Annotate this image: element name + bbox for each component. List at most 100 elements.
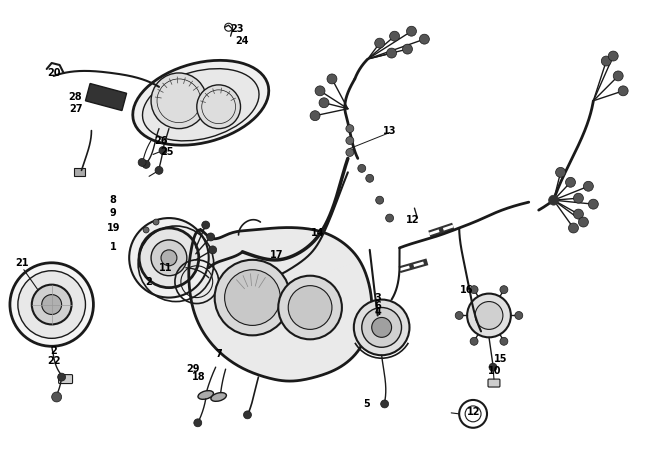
Text: 14: 14 xyxy=(311,228,325,238)
Circle shape xyxy=(549,195,558,205)
Polygon shape xyxy=(188,228,372,381)
Circle shape xyxy=(32,285,72,324)
Circle shape xyxy=(419,34,430,44)
Circle shape xyxy=(470,286,478,293)
Circle shape xyxy=(288,286,332,329)
Circle shape xyxy=(381,400,389,408)
Text: 16: 16 xyxy=(460,285,474,295)
FancyBboxPatch shape xyxy=(58,375,73,383)
Ellipse shape xyxy=(142,69,259,141)
Circle shape xyxy=(374,38,385,48)
Circle shape xyxy=(207,233,215,241)
Circle shape xyxy=(608,51,618,61)
Circle shape xyxy=(366,174,374,182)
Circle shape xyxy=(588,199,599,209)
Text: 19: 19 xyxy=(107,223,120,233)
Text: 6: 6 xyxy=(374,301,381,310)
Text: 28: 28 xyxy=(69,92,83,102)
Circle shape xyxy=(455,312,463,319)
Text: 27: 27 xyxy=(69,104,83,114)
Text: 24: 24 xyxy=(235,36,248,46)
Text: 7: 7 xyxy=(215,349,222,359)
Circle shape xyxy=(202,221,210,229)
Circle shape xyxy=(10,263,94,346)
Circle shape xyxy=(225,270,280,325)
Bar xyxy=(85,84,127,111)
Circle shape xyxy=(310,111,320,121)
Text: 18: 18 xyxy=(192,372,205,382)
Text: 17: 17 xyxy=(270,250,283,260)
Ellipse shape xyxy=(198,391,213,399)
Circle shape xyxy=(209,246,216,254)
Circle shape xyxy=(387,48,396,58)
Circle shape xyxy=(129,218,209,298)
Circle shape xyxy=(569,223,578,233)
Circle shape xyxy=(376,196,384,204)
Circle shape xyxy=(161,250,177,266)
Circle shape xyxy=(155,166,163,174)
Circle shape xyxy=(214,260,290,335)
Circle shape xyxy=(389,31,400,41)
Circle shape xyxy=(58,373,66,381)
Circle shape xyxy=(42,295,62,314)
Circle shape xyxy=(573,193,584,203)
Circle shape xyxy=(18,271,85,338)
Text: 13: 13 xyxy=(383,126,396,136)
Text: 23: 23 xyxy=(230,24,243,34)
Circle shape xyxy=(385,214,394,222)
Circle shape xyxy=(142,160,150,168)
Circle shape xyxy=(358,165,366,172)
Text: 15: 15 xyxy=(494,354,508,364)
Circle shape xyxy=(327,74,337,84)
Circle shape xyxy=(406,26,417,36)
Text: 12: 12 xyxy=(467,407,481,417)
Circle shape xyxy=(573,209,584,219)
Text: 8: 8 xyxy=(110,195,117,205)
Circle shape xyxy=(159,147,167,154)
Text: 5: 5 xyxy=(363,399,370,409)
FancyBboxPatch shape xyxy=(488,379,500,387)
Text: 1: 1 xyxy=(110,242,116,252)
Circle shape xyxy=(138,159,146,166)
Text: 12: 12 xyxy=(406,215,419,225)
Text: 25: 25 xyxy=(160,148,174,158)
Circle shape xyxy=(584,181,593,191)
Circle shape xyxy=(346,125,354,133)
Circle shape xyxy=(151,240,187,276)
Text: 10: 10 xyxy=(488,366,502,376)
Ellipse shape xyxy=(133,60,268,145)
Circle shape xyxy=(372,318,391,337)
Circle shape xyxy=(319,98,329,108)
Circle shape xyxy=(197,85,240,128)
Circle shape xyxy=(151,73,207,128)
Text: 2: 2 xyxy=(50,346,57,356)
Circle shape xyxy=(500,337,508,345)
Circle shape xyxy=(346,149,354,156)
Circle shape xyxy=(613,71,623,81)
Circle shape xyxy=(153,219,159,225)
Circle shape xyxy=(244,411,252,419)
Circle shape xyxy=(475,302,503,329)
Circle shape xyxy=(566,177,575,187)
Text: 22: 22 xyxy=(47,356,60,366)
Circle shape xyxy=(601,56,611,66)
Circle shape xyxy=(618,86,628,96)
Circle shape xyxy=(346,137,354,144)
Circle shape xyxy=(515,312,523,319)
Ellipse shape xyxy=(211,393,226,401)
Circle shape xyxy=(578,217,588,227)
Circle shape xyxy=(362,308,402,347)
Text: 9: 9 xyxy=(110,208,116,218)
Text: 2: 2 xyxy=(146,276,153,287)
Bar xyxy=(73,168,85,176)
Circle shape xyxy=(143,227,149,233)
Circle shape xyxy=(489,363,497,371)
Circle shape xyxy=(139,228,199,287)
Text: 20: 20 xyxy=(47,68,60,78)
Circle shape xyxy=(556,167,566,177)
Circle shape xyxy=(315,86,325,96)
Circle shape xyxy=(500,286,508,293)
Circle shape xyxy=(354,300,410,355)
Text: 11: 11 xyxy=(159,263,173,273)
Circle shape xyxy=(467,293,511,337)
